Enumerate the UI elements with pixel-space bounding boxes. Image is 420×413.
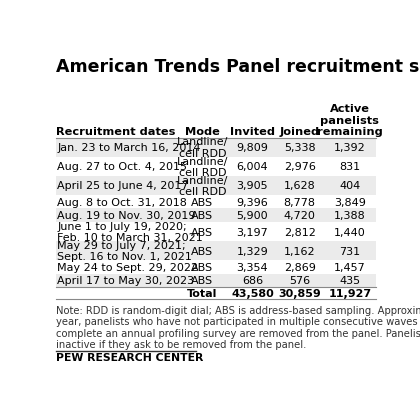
Text: Aug. 27 to Oct. 4, 2015: Aug. 27 to Oct. 4, 2015 [58, 162, 187, 172]
Text: 43,580: 43,580 [231, 288, 274, 298]
Text: Landline/
cell RDD: Landline/ cell RDD [176, 175, 228, 197]
Text: 2,812: 2,812 [284, 227, 316, 237]
Text: Total: Total [187, 288, 218, 298]
Text: 576: 576 [289, 276, 310, 286]
Text: 5,338: 5,338 [284, 143, 315, 153]
Text: 30,859: 30,859 [278, 288, 321, 298]
Text: 404: 404 [339, 181, 360, 191]
Text: 435: 435 [339, 276, 360, 286]
Text: 1,388: 1,388 [334, 211, 366, 221]
Text: 11,927: 11,927 [328, 288, 371, 298]
Text: 2,869: 2,869 [284, 262, 316, 272]
Text: ABS: ABS [191, 197, 213, 207]
Text: 686: 686 [242, 276, 263, 286]
Text: Active
panelists
remaining: Active panelists remaining [317, 104, 383, 137]
Text: 2,976: 2,976 [284, 162, 316, 172]
Text: 831: 831 [339, 162, 360, 172]
Bar [56, 261, 376, 274]
Text: ABS: ABS [191, 276, 213, 286]
Text: April 17 to May 30, 2023: April 17 to May 30, 2023 [58, 276, 194, 286]
Bar [56, 223, 376, 242]
Text: ABS: ABS [191, 227, 213, 237]
Text: Recruitment dates: Recruitment dates [56, 127, 175, 137]
Text: April 25 to June 4, 2017: April 25 to June 4, 2017 [58, 181, 189, 191]
Bar [56, 116, 376, 138]
Text: 1,440: 1,440 [334, 227, 366, 237]
Text: Note: RDD is random-digit dial; ABS is address-based sampling. Approximately onc: Note: RDD is random-digit dial; ABS is a… [56, 305, 420, 350]
Text: 4,720: 4,720 [284, 211, 316, 221]
Text: Landline/
cell RDD: Landline/ cell RDD [176, 137, 228, 159]
Text: ABS: ABS [191, 262, 213, 272]
Text: 1,162: 1,162 [284, 246, 315, 256]
Bar [56, 242, 376, 261]
Text: Invited: Invited [230, 127, 275, 137]
Text: 9,396: 9,396 [236, 197, 268, 207]
Text: 3,197: 3,197 [236, 227, 268, 237]
Bar [56, 287, 376, 299]
Text: 3,905: 3,905 [236, 181, 268, 191]
Text: 9,809: 9,809 [236, 143, 268, 153]
Text: 1,628: 1,628 [284, 181, 315, 191]
Bar [56, 157, 376, 176]
Text: 731: 731 [339, 246, 360, 256]
Text: 8,778: 8,778 [284, 197, 316, 207]
Text: 6,004: 6,004 [236, 162, 268, 172]
Text: ABS: ABS [191, 246, 213, 256]
Text: 1,457: 1,457 [334, 262, 366, 272]
Text: ABS: ABS [191, 211, 213, 221]
Text: PEW RESEARCH CENTER: PEW RESEARCH CENTER [56, 353, 203, 363]
Text: Aug. 8 to Oct. 31, 2018: Aug. 8 to Oct. 31, 2018 [58, 197, 187, 207]
Text: 3,849: 3,849 [334, 197, 366, 207]
Text: 1,392: 1,392 [334, 143, 366, 153]
Text: Aug. 19 to Nov. 30, 2019: Aug. 19 to Nov. 30, 2019 [58, 211, 196, 221]
Text: American Trends Panel recruitment surveys: American Trends Panel recruitment survey… [56, 57, 420, 76]
Text: 3,354: 3,354 [236, 262, 268, 272]
Text: Joined: Joined [280, 127, 320, 137]
Bar [56, 195, 376, 209]
Bar [56, 274, 376, 287]
Text: June 1 to July 19, 2020;
Feb. 10 to March 31, 2021: June 1 to July 19, 2020; Feb. 10 to Marc… [58, 221, 203, 243]
Text: Landline/
cell RDD: Landline/ cell RDD [176, 156, 228, 178]
Text: 5,900: 5,900 [236, 211, 268, 221]
Bar [56, 138, 376, 157]
Text: May 24 to Sept. 29, 2022: May 24 to Sept. 29, 2022 [58, 262, 199, 272]
Bar [56, 176, 376, 195]
Text: Mode: Mode [185, 127, 220, 137]
Text: 1,329: 1,329 [236, 246, 268, 256]
Text: Jan. 23 to March 16, 2014: Jan. 23 to March 16, 2014 [58, 143, 201, 153]
Text: May 29 to July 7, 2021;
Sept. 16 to Nov. 1, 2021: May 29 to July 7, 2021; Sept. 16 to Nov.… [58, 240, 192, 262]
Bar [56, 209, 376, 223]
